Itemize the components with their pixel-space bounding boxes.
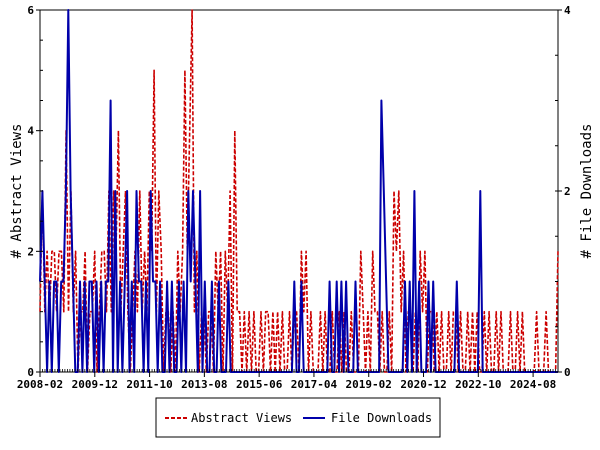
legend: Abstract Views File Downloads bbox=[155, 397, 441, 438]
x-axis-tick-label: 2022-10 bbox=[455, 378, 501, 391]
x-axis-tick-label: 2017-04 bbox=[291, 378, 338, 391]
legend-box bbox=[155, 397, 441, 438]
series-layer bbox=[39, 9, 559, 373]
right-axis-tick-label: 0 bbox=[564, 366, 571, 379]
x-axis-tick-label: 2008-02 bbox=[17, 378, 63, 391]
left-axis-tick-label: 0 bbox=[27, 366, 34, 379]
left-axis-tick-label: 4 bbox=[27, 125, 34, 138]
left-axis-tick-label: 2 bbox=[27, 245, 34, 258]
x-axis-tick-label: 2013-08 bbox=[181, 378, 227, 391]
x-axis-tick-label: 2015-06 bbox=[236, 378, 283, 391]
right-axis-title: # File Downloads bbox=[579, 124, 595, 259]
legend-label-abstract-views: Abstract Views bbox=[191, 411, 292, 425]
x-axis-tick-label: 2011-10 bbox=[126, 378, 172, 391]
left-axis-title: # Abstract Views bbox=[9, 124, 25, 259]
right-axis-tick-label: 4 bbox=[564, 4, 571, 17]
legend-label-file-downloads: File Downloads bbox=[331, 411, 432, 425]
x-axis-tick-label: 2020-12 bbox=[400, 378, 446, 391]
axis-layer: 0 2 4 6 0 2 4 2008-02 2009-12 2011-10 2013-08 2015-… bbox=[17, 4, 571, 391]
x-axis-tick-label: 2024-08 bbox=[510, 378, 556, 391]
right-axis-tick-label: 2 bbox=[564, 185, 571, 198]
x-axis-tick-label: 2019-02 bbox=[346, 378, 392, 391]
left-axis-tick-label: 6 bbox=[27, 4, 34, 17]
x-axis-tick-label: 2009-12 bbox=[72, 378, 118, 391]
